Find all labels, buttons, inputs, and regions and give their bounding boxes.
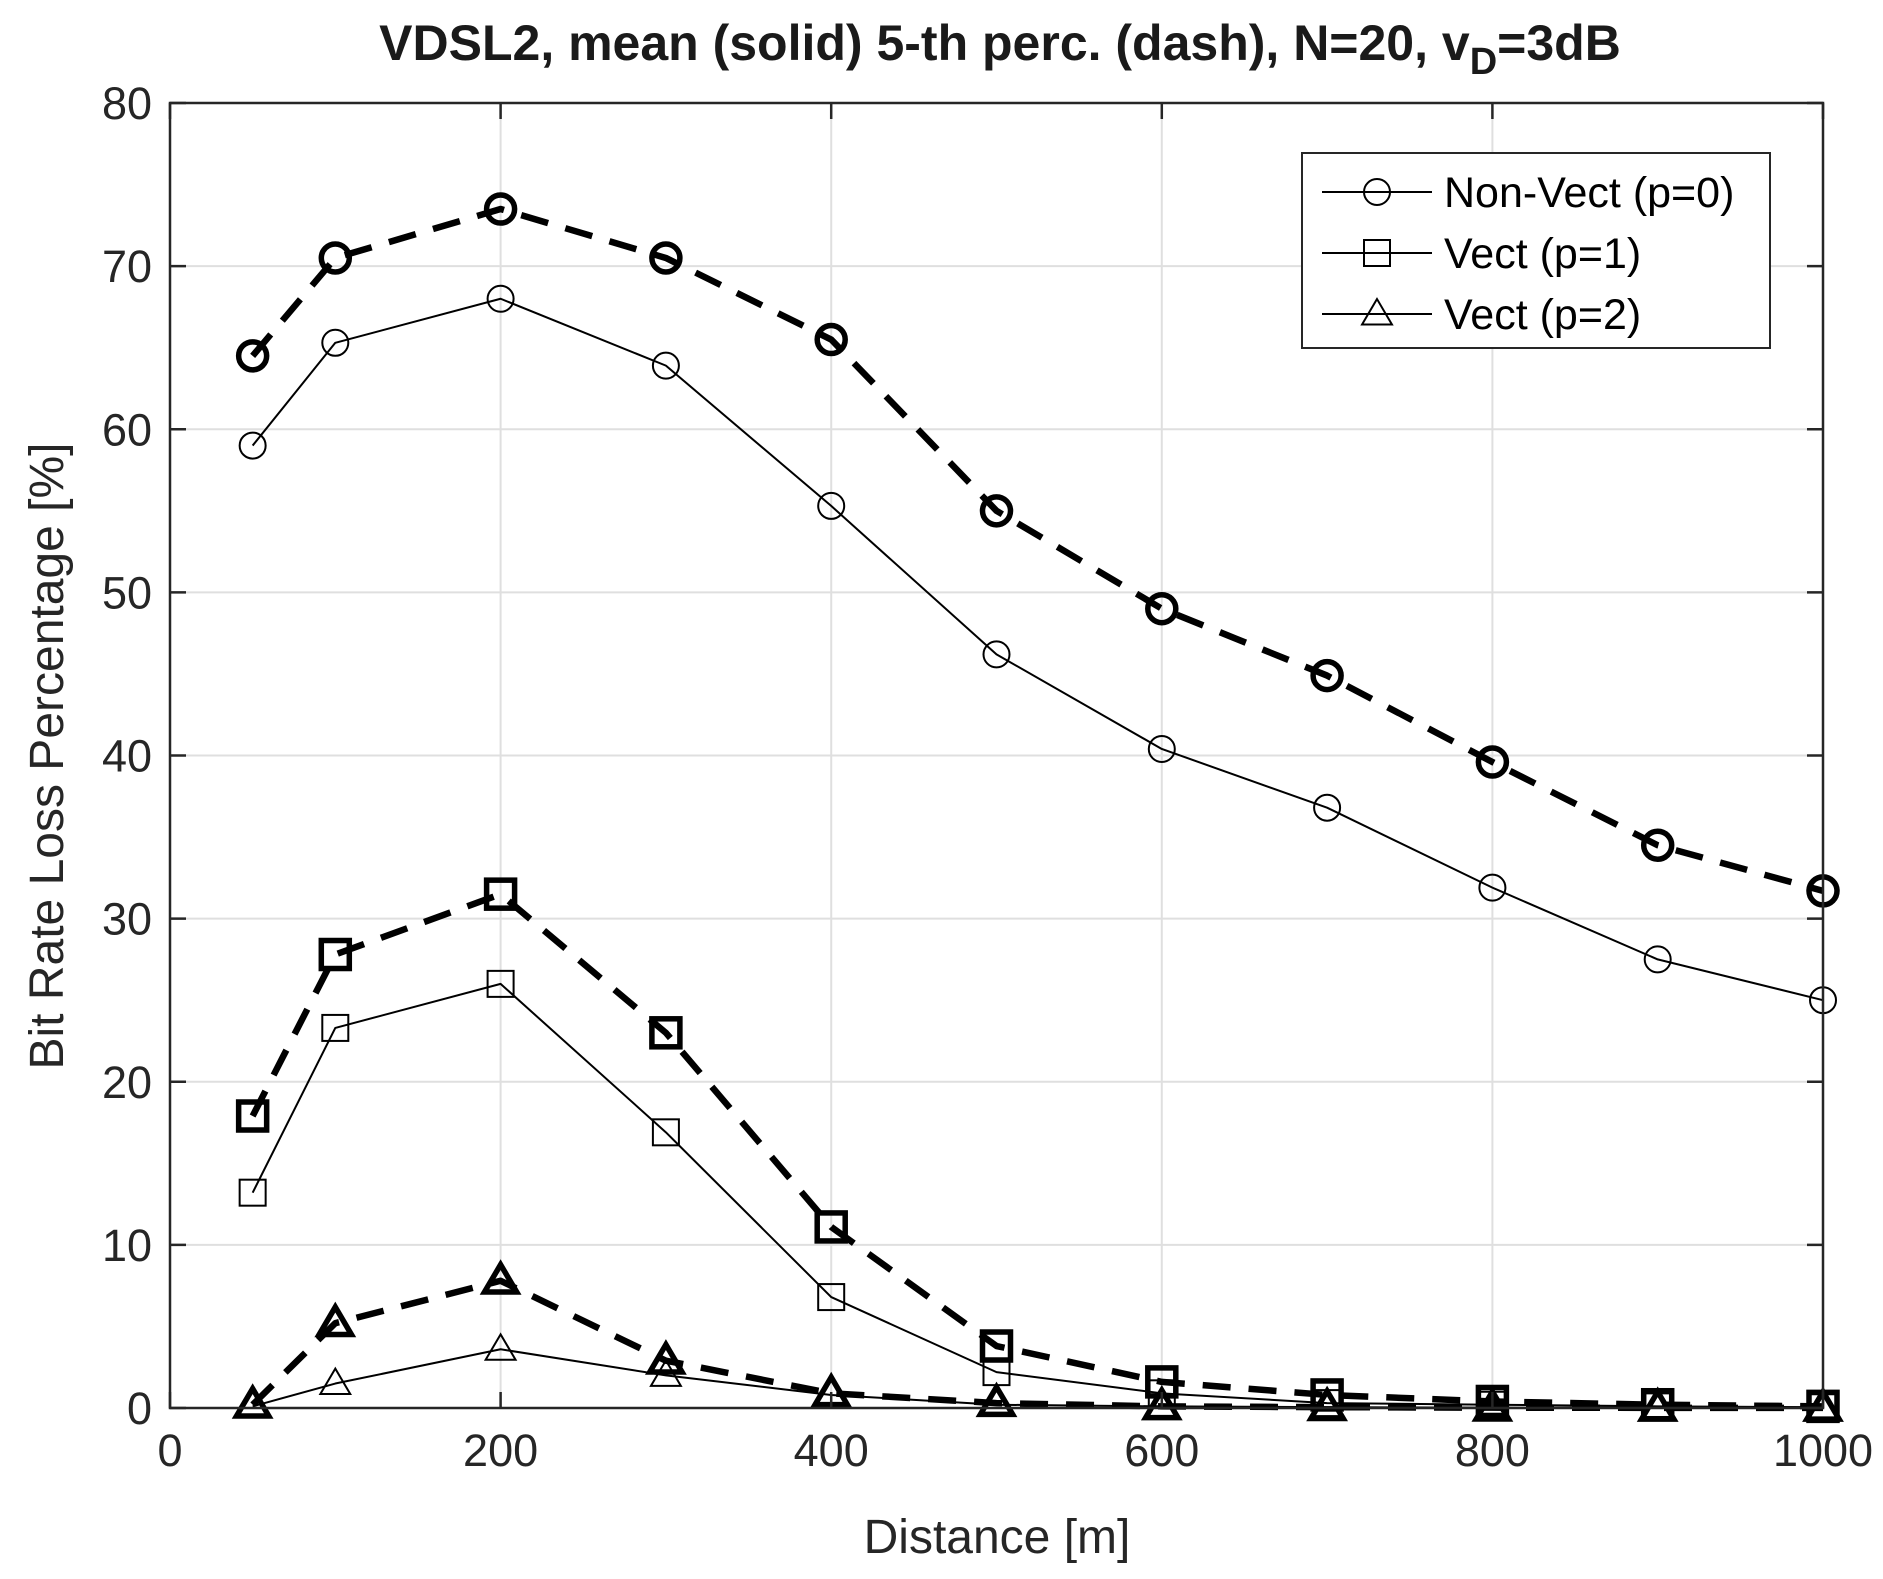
legend-label: Vect (p=1)	[1444, 230, 1641, 278]
x-tick-label: 600	[1124, 1425, 1199, 1476]
data-point	[1802, 1386, 1844, 1422]
data-point	[321, 1013, 350, 1042]
legend-marker	[1360, 297, 1394, 326]
data-point	[1478, 873, 1507, 902]
x-axis-label: Distance [m]	[864, 1511, 1131, 1564]
data-point	[814, 322, 848, 357]
series-line	[250, 205, 1824, 895]
data-point	[649, 241, 683, 275]
y-tick-label: 50	[102, 567, 152, 618]
data-point	[321, 328, 350, 357]
data-point	[817, 1283, 846, 1312]
data-point	[1643, 945, 1672, 974]
data-point	[318, 241, 353, 275]
y-tick-label: 40	[102, 731, 152, 782]
y-tick-label: 70	[102, 241, 152, 292]
y-tick-label: 80	[102, 78, 152, 129]
data-point	[982, 640, 1011, 669]
data-point	[483, 877, 518, 911]
data-point	[486, 969, 515, 998]
data-point	[1313, 793, 1342, 822]
data-point	[817, 491, 846, 520]
data-point	[644, 1339, 687, 1375]
y-tick-label: 20	[102, 1057, 152, 1108]
data-point	[1140, 1384, 1183, 1421]
chart-title-subscript: D	[1470, 41, 1497, 83]
data-point	[649, 1016, 683, 1050]
ticks: 0 200 400 600 800 1000 0 10 20 30 40 50 60 70 80	[102, 78, 1873, 1476]
data-point	[231, 1383, 274, 1419]
data-point	[1147, 734, 1176, 763]
data-point	[1310, 658, 1344, 693]
y-axis-label: Bit Rate Loss Percentage [%]	[21, 443, 74, 1070]
data-point	[1640, 828, 1675, 862]
data-point	[486, 284, 515, 313]
x-tick-label: 1000	[1773, 1425, 1873, 1476]
data-point	[814, 1210, 848, 1244]
data-point	[483, 1332, 518, 1361]
data-point	[975, 1381, 1018, 1418]
chart-title-tail: =3dB	[1497, 15, 1621, 71]
data-point	[979, 1329, 1014, 1363]
data-point	[238, 431, 267, 460]
x-tick-label: 0	[157, 1425, 182, 1476]
data-point	[235, 1099, 270, 1133]
legend-item-circle: Non-Vect (p=0)	[1322, 169, 1734, 217]
data-point	[1475, 745, 1510, 779]
x-tick-label: 800	[1455, 1425, 1530, 1476]
legend-label: Vect (p=2)	[1444, 291, 1641, 339]
chart-title-main: VDSL2, mean (solid) 5-th perc. (dash), N…	[379, 15, 1470, 71]
data-point	[483, 192, 518, 226]
y-tick-label: 60	[102, 404, 152, 455]
data-point	[238, 1178, 267, 1207]
series-line	[251, 297, 1824, 1002]
y-tick-label: 0	[127, 1383, 152, 1434]
data-point	[651, 1118, 680, 1147]
legend-item-triangle: Vect (p=2)	[1322, 291, 1641, 339]
y-tick-label: 30	[102, 894, 152, 945]
series-line	[249, 890, 1824, 1410]
y-tick-label: 10	[102, 1220, 152, 1271]
data-point	[1636, 1386, 1679, 1422]
legend-marker	[1363, 239, 1391, 267]
legend-label: Non-Vect (p=0)	[1444, 169, 1734, 217]
data-point	[979, 494, 1014, 528]
data-point	[318, 1366, 352, 1395]
series-4-circle-dash	[235, 192, 1840, 908]
data-point	[1471, 1386, 1514, 1422]
data-point	[235, 339, 270, 373]
legend-item-square: Vect (p=1)	[1322, 230, 1641, 278]
data-point	[314, 1301, 357, 1338]
x-tick-label: 200	[463, 1425, 538, 1476]
legend-box	[1301, 152, 1771, 349]
data-point	[1145, 591, 1179, 626]
chart-title: VDSL2, mean (solid) 5-th perc. (dash), N…	[379, 15, 1621, 83]
series-1-circle-solid	[238, 284, 1837, 1015]
data-point	[651, 351, 680, 380]
legend: Non-Vect (p=0) Vect (p=1) Vect (p=2)	[1301, 152, 1771, 349]
data-point	[479, 1259, 522, 1295]
x-tick-label: 400	[794, 1425, 869, 1476]
data-point	[1306, 1385, 1349, 1422]
legend-marker	[1363, 178, 1391, 206]
data-point	[318, 937, 353, 972]
